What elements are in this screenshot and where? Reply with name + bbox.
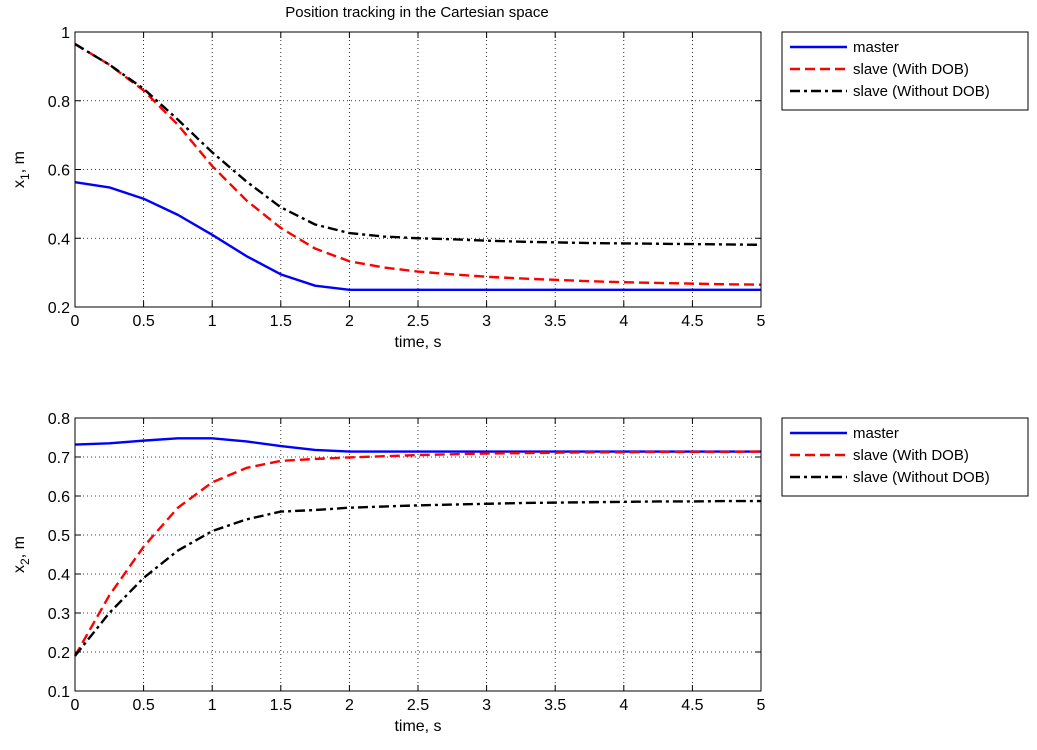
x-axis-label: time, s — [394, 718, 441, 735]
legend-label-0: master — [853, 39, 899, 56]
legend-label-1: slave (With DOB) — [853, 447, 969, 464]
x-tick-label: 2 — [345, 313, 354, 330]
series-line-2 — [74, 43, 762, 246]
y-tick-label: 0.6 — [48, 489, 70, 506]
series-line-2 — [74, 499, 761, 657]
x-tick-label: 0.5 — [132, 697, 154, 714]
x-tick-label: 3 — [482, 697, 491, 714]
x-tick-label: 1 — [208, 697, 217, 714]
figure-title: Position tracking in the Cartesian space — [285, 4, 548, 21]
x-tick-label: 5 — [757, 697, 766, 714]
subplot-x1: 0 0.5 1 1.5 2 2.5 3 3.5 4 4.5 5 0.2 0.4 0.6 0.8 1 time, … — [11, 25, 1029, 351]
subplot-x2: 0 0.5 1 1.5 2 2.5 3 3.5 4 4.5 5 0.1 0.2 0.3 0.4 0.5 0.6 0… — [11, 411, 1029, 735]
y-tick-label: 0.8 — [48, 94, 70, 111]
plot-area — [75, 32, 761, 307]
x-tick-label: 0.5 — [132, 313, 154, 330]
series-line-1 — [74, 43, 762, 286]
series-line-0 — [74, 181, 761, 292]
y-tick-label: 0.6 — [48, 163, 70, 180]
x-tick-label: 3 — [482, 313, 491, 330]
x-tick-label: 1 — [208, 313, 217, 330]
y-tick-label: 0.2 — [48, 300, 70, 317]
y-tick-label: 0.2 — [48, 645, 70, 662]
y-tick-label: 0.4 — [48, 231, 70, 248]
legend-label-2: slave (Without DOB) — [853, 83, 990, 100]
y-tick-label: 0.5 — [48, 528, 70, 545]
legend-box — [781, 31, 1029, 111]
legend-label-0: master — [853, 425, 899, 442]
x-tick-label: 0 — [71, 697, 80, 714]
x-tick-label: 2.5 — [407, 313, 429, 330]
y-tick-label: 0.4 — [48, 567, 70, 584]
x-tick-label: 1.5 — [270, 697, 292, 714]
x-tick-label: 4.5 — [681, 313, 703, 330]
series-line-1 — [73, 450, 762, 657]
x-axis-label: time, s — [394, 334, 441, 351]
legend: master slave (With DOB) slave (Without DOB… — [781, 417, 1029, 497]
y-tick-label: 0.8 — [48, 411, 70, 428]
x-tick-label: 1.5 — [270, 313, 292, 330]
y-tick-label: 0.7 — [48, 450, 70, 467]
legend: master slave (With DOB) slave (Without DOB… — [781, 31, 1029, 111]
y-tick-label: 0.1 — [48, 684, 70, 701]
x-tick-label: 2.5 — [407, 697, 429, 714]
x-tick-label: 3.5 — [544, 697, 566, 714]
x-tick-label: 4 — [619, 313, 628, 330]
x-tick-label: 5 — [757, 313, 766, 330]
legend-box — [781, 417, 1029, 497]
x-tick-label: 4.5 — [681, 697, 703, 714]
legend-label-2: slave (Without DOB) — [853, 469, 990, 486]
x-tick-label: 2 — [345, 697, 354, 714]
x-tick-label: 0 — [71, 313, 80, 330]
x-tick-label: 3.5 — [544, 313, 566, 330]
y-tick-label: 0.3 — [48, 606, 70, 623]
y-tick-label: 1 — [61, 25, 70, 42]
legend-label-1: slave (With DOB) — [853, 61, 969, 78]
y-axis-label: x2, m — [11, 536, 32, 573]
x-tick-label: 4 — [619, 697, 628, 714]
y-axis-label: x1, m — [11, 151, 32, 188]
